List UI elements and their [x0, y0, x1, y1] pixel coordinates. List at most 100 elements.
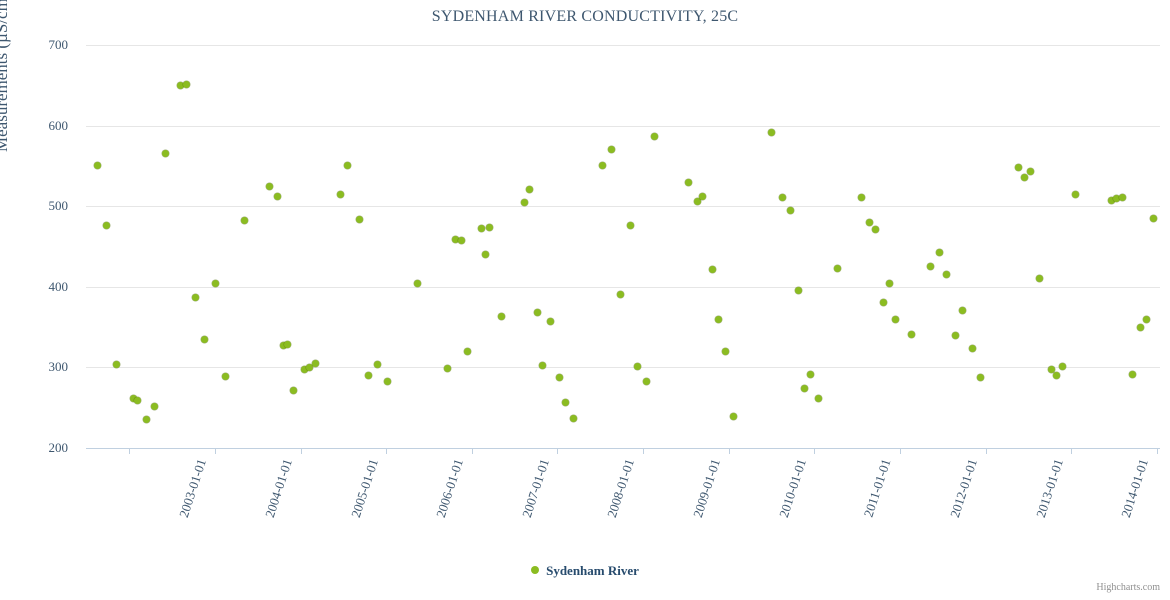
data-point[interactable]: [1143, 315, 1151, 323]
data-point[interactable]: [212, 280, 220, 288]
data-point[interactable]: [444, 364, 452, 372]
legend-item-sydenham-river[interactable]: Sydenham River: [531, 562, 639, 580]
data-point[interactable]: [365, 371, 373, 379]
data-point[interactable]: [768, 128, 776, 136]
data-point[interactable]: [815, 395, 823, 403]
data-point[interactable]: [968, 344, 976, 352]
data-point[interactable]: [709, 266, 717, 274]
data-point[interactable]: [201, 336, 209, 344]
data-point[interactable]: [283, 340, 291, 348]
data-point[interactable]: [685, 178, 693, 186]
data-point[interactable]: [569, 414, 577, 422]
data-point[interactable]: [221, 372, 229, 380]
data-point[interactable]: [414, 280, 421, 288]
data-point[interactable]: [907, 330, 915, 338]
data-point[interactable]: [521, 199, 529, 207]
data-point[interactable]: [1053, 371, 1061, 379]
data-point[interactable]: [627, 222, 635, 230]
data-point[interactable]: [943, 271, 951, 279]
data-point[interactable]: [279, 342, 287, 350]
data-point[interactable]: [976, 374, 984, 382]
data-point[interactable]: [191, 293, 199, 301]
data-point[interactable]: [1129, 371, 1137, 379]
data-point[interactable]: [1020, 174, 1028, 182]
data-point[interactable]: [113, 361, 121, 369]
data-point[interactable]: [926, 263, 934, 271]
data-point[interactable]: [806, 371, 814, 379]
data-point[interactable]: [1058, 363, 1066, 371]
data-point[interactable]: [616, 290, 624, 298]
data-point[interactable]: [343, 161, 351, 169]
data-point[interactable]: [311, 359, 319, 367]
data-point[interactable]: [786, 206, 794, 214]
highcharts-credits[interactable]: Highcharts.com: [1096, 582, 1160, 593]
data-point[interactable]: [1036, 275, 1044, 283]
data-point[interactable]: [464, 347, 472, 355]
data-point[interactable]: [289, 387, 297, 395]
data-point[interactable]: [722, 347, 730, 355]
data-point[interactable]: [274, 193, 282, 201]
data-point[interactable]: [356, 216, 364, 224]
data-point[interactable]: [477, 225, 485, 233]
data-point[interactable]: [886, 280, 894, 288]
data-point[interactable]: [301, 366, 309, 374]
data-point[interactable]: [130, 395, 138, 403]
data-point[interactable]: [452, 235, 460, 243]
data-point[interactable]: [1137, 323, 1145, 331]
data-point[interactable]: [1150, 214, 1158, 222]
data-point[interactable]: [458, 237, 466, 245]
data-point[interactable]: [555, 374, 563, 382]
data-point[interactable]: [872, 226, 880, 234]
data-point[interactable]: [800, 384, 808, 392]
data-point[interactable]: [698, 193, 706, 201]
data-point[interactable]: [336, 190, 344, 198]
data-point[interactable]: [547, 317, 555, 325]
data-point[interactable]: [306, 363, 314, 371]
data-point[interactable]: [608, 146, 616, 154]
data-point[interactable]: [651, 133, 659, 141]
data-point[interactable]: [598, 161, 606, 169]
data-point[interactable]: [373, 361, 381, 369]
data-point[interactable]: [880, 299, 888, 307]
data-point[interactable]: [1072, 191, 1080, 199]
data-point[interactable]: [642, 377, 650, 385]
data-point[interactable]: [142, 416, 150, 424]
data-point[interactable]: [151, 402, 159, 410]
data-point[interactable]: [133, 396, 141, 404]
data-point[interactable]: [779, 193, 787, 201]
data-point[interactable]: [94, 162, 102, 170]
data-point[interactable]: [959, 307, 967, 315]
data-point[interactable]: [1119, 193, 1127, 201]
data-point[interactable]: [1113, 195, 1121, 203]
data-point[interactable]: [1026, 168, 1034, 176]
data-point[interactable]: [1107, 197, 1115, 205]
data-point[interactable]: [539, 362, 547, 370]
data-point[interactable]: [715, 316, 723, 324]
data-point[interactable]: [481, 251, 489, 259]
data-point[interactable]: [729, 413, 737, 421]
data-point[interactable]: [866, 218, 874, 226]
data-point[interactable]: [857, 193, 865, 201]
data-point[interactable]: [240, 217, 248, 225]
data-point[interactable]: [892, 315, 900, 323]
data-point[interactable]: [102, 222, 110, 230]
data-point[interactable]: [161, 149, 169, 157]
data-point[interactable]: [486, 224, 494, 232]
data-point[interactable]: [182, 80, 190, 88]
data-point[interactable]: [693, 197, 701, 205]
data-point[interactable]: [1048, 366, 1056, 374]
y-axis-tick-label: 200: [48, 440, 69, 455]
data-point[interactable]: [794, 287, 802, 295]
data-point[interactable]: [526, 185, 534, 193]
data-point[interactable]: [634, 363, 642, 371]
data-point[interactable]: [1014, 164, 1022, 171]
data-point[interactable]: [265, 183, 273, 191]
data-point[interactable]: [383, 377, 391, 385]
data-point[interactable]: [951, 331, 959, 339]
data-point[interactable]: [936, 248, 944, 256]
data-point[interactable]: [534, 309, 542, 317]
data-point[interactable]: [498, 313, 506, 321]
data-point[interactable]: [833, 264, 841, 272]
data-point[interactable]: [177, 81, 185, 89]
data-point[interactable]: [561, 399, 569, 407]
